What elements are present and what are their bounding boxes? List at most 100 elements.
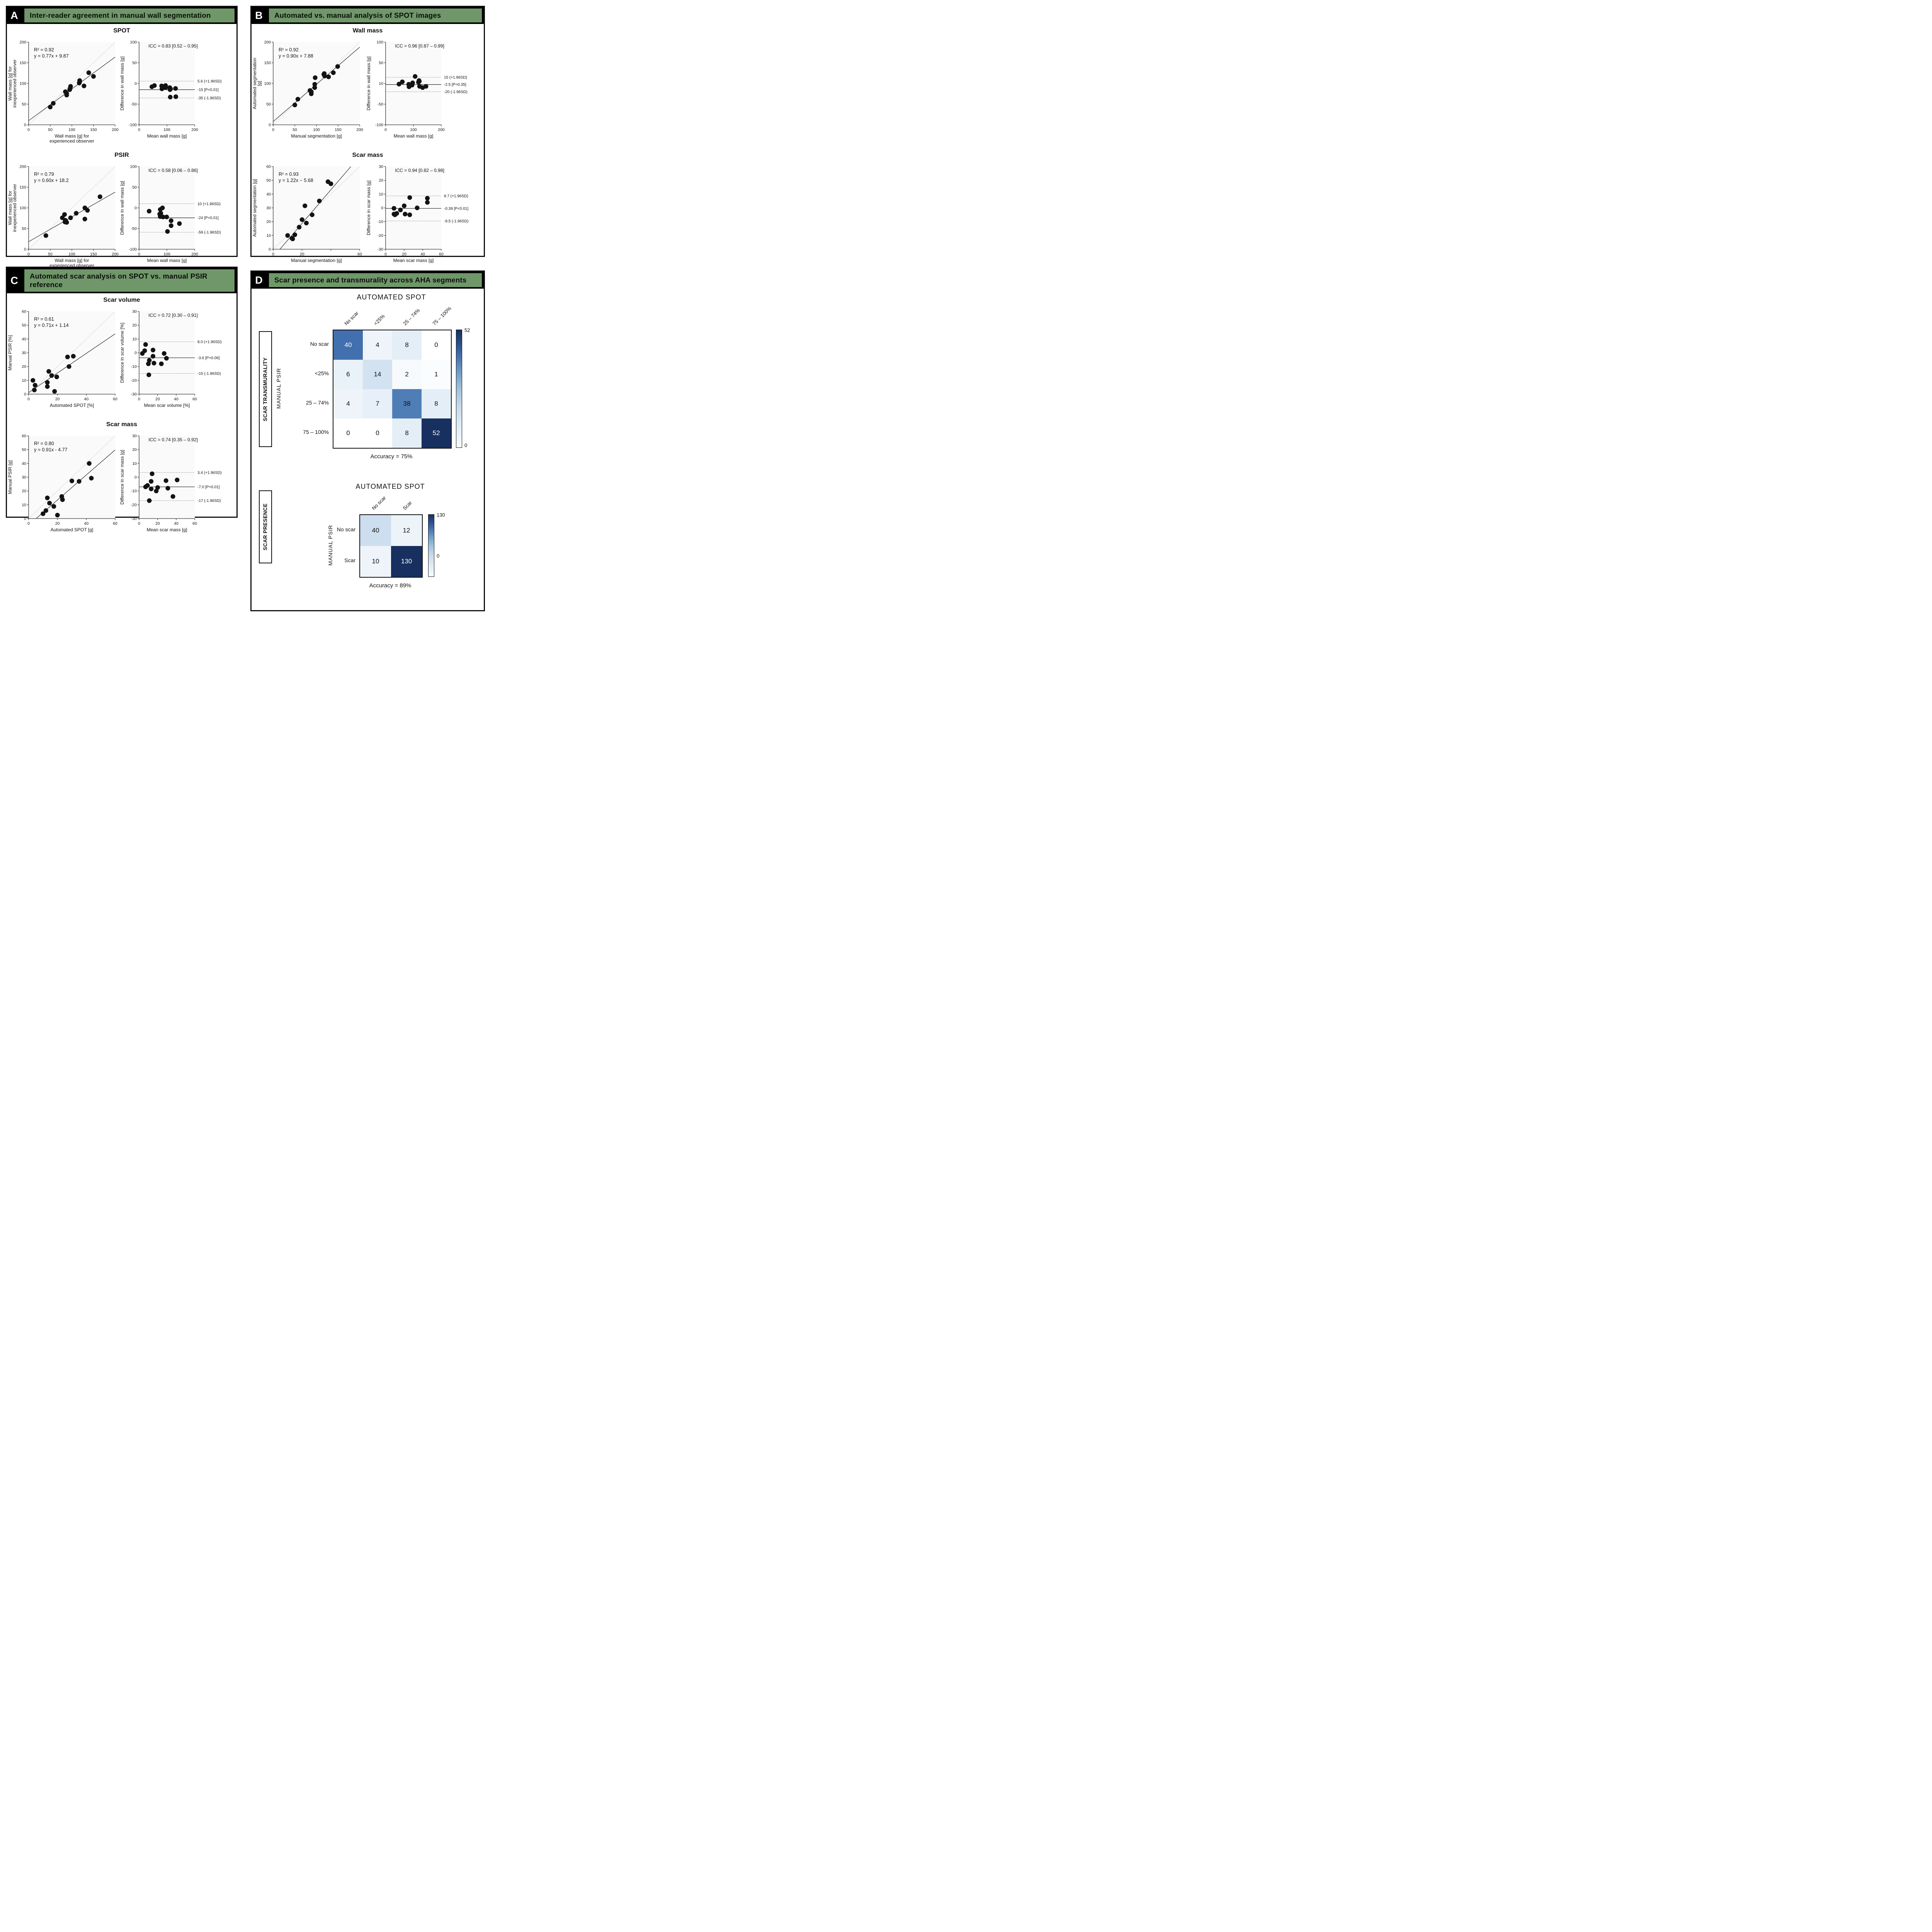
svg-text:-15 (-1.96SD): -15 (-1.96SD) bbox=[197, 372, 221, 376]
svg-text:Wall mass [g] for: Wall mass [g] for bbox=[8, 66, 13, 101]
svg-text:150: 150 bbox=[19, 185, 26, 190]
panel-c-row-scar-mass: Scar mass 0 20 40 60 0 10 20 30 40 50 60 Automated … bbox=[7, 421, 236, 542]
svg-text:60: 60 bbox=[192, 397, 197, 401]
svg-text:R² = 0.93: R² = 0.93 bbox=[279, 172, 299, 177]
matrix-cell: 52 bbox=[422, 418, 451, 448]
side-label-box: SCAR PRESENCE bbox=[259, 490, 272, 563]
matrix-cell: 2 bbox=[392, 360, 422, 389]
svg-text:Mean scar mass [g]: Mean scar mass [g] bbox=[393, 258, 434, 263]
svg-text:R² = 0.80: R² = 0.80 bbox=[34, 441, 54, 446]
svg-text:y = 0.60x + 18.2: y = 0.60x + 18.2 bbox=[34, 178, 69, 183]
svg-text:20: 20 bbox=[266, 219, 271, 224]
svg-text:100: 100 bbox=[376, 40, 383, 45]
svg-text:0: 0 bbox=[381, 206, 383, 211]
row-title: PSIR bbox=[114, 152, 129, 158]
matrix-cell: 130 bbox=[391, 546, 422, 577]
svg-text:ICC = 0.58 [0.06 – 0.86]: ICC = 0.58 [0.06 – 0.86] bbox=[148, 168, 198, 173]
svg-text:y = 0.77x + 9.87: y = 0.77x + 9.87 bbox=[34, 53, 69, 59]
svg-text:10: 10 bbox=[379, 192, 383, 197]
svg-text:-15 [P<0.01]: -15 [P<0.01] bbox=[197, 88, 219, 92]
svg-text:20: 20 bbox=[55, 397, 60, 401]
svg-text:40: 40 bbox=[420, 252, 425, 257]
svg-text:Automated segmentation: Automated segmentation bbox=[252, 58, 257, 109]
svg-text:200: 200 bbox=[191, 252, 198, 257]
svg-text:60: 60 bbox=[192, 521, 197, 526]
svg-text:100: 100 bbox=[410, 128, 417, 132]
svg-text:50: 50 bbox=[22, 323, 26, 328]
svg-text:20: 20 bbox=[155, 397, 160, 401]
svg-text:200: 200 bbox=[112, 128, 119, 132]
svg-text:30: 30 bbox=[22, 351, 26, 355]
svg-text:R² = 0.61: R² = 0.61 bbox=[34, 316, 54, 322]
row-label: 25 – 74% bbox=[306, 400, 329, 406]
col-label: 25 – 74% bbox=[402, 307, 421, 327]
col-label: <25% bbox=[372, 313, 386, 327]
svg-text:[g]: [g] bbox=[257, 81, 262, 86]
svg-text:y = 0.91x - 4.77: y = 0.91x - 4.77 bbox=[34, 447, 68, 452]
panel-a-header: A Inter-reader agreement in manual wall … bbox=[7, 7, 236, 24]
row-label: 75 – 100% bbox=[303, 429, 329, 435]
svg-text:Difference in wall mass [g]: Difference in wall mass [g] bbox=[120, 56, 125, 111]
svg-text:20: 20 bbox=[55, 521, 60, 526]
svg-text:0: 0 bbox=[27, 252, 30, 257]
svg-text:8.7 (+1.96SD): 8.7 (+1.96SD) bbox=[444, 194, 468, 198]
svg-text:Difference in scar volume [%]: Difference in scar volume [%] bbox=[120, 323, 125, 383]
panel-c-letter: C bbox=[10, 274, 18, 286]
svg-text:Manual PSIR [%]: Manual PSIR [%] bbox=[8, 335, 13, 370]
svg-text:0: 0 bbox=[384, 128, 387, 132]
bland-altman-plot-psir-interreader: 10 (+1.96SD) -24 [P<0.01] -59 (-1.96SD) 0 10… bbox=[119, 159, 236, 273]
figure-page: A Inter-reader agreement in manual wall … bbox=[0, 0, 491, 611]
panel-a-letter: A bbox=[10, 9, 18, 21]
svg-text:-20: -20 bbox=[131, 378, 137, 383]
svg-text:-59 (-1.96SD): -59 (-1.96SD) bbox=[197, 231, 221, 235]
svg-text:0: 0 bbox=[27, 128, 30, 132]
panel-a: A Inter-reader agreement in manual wall … bbox=[6, 6, 238, 268]
matrix-cell: 6 bbox=[333, 360, 363, 389]
svg-text:0: 0 bbox=[27, 397, 30, 401]
matrix-cell: 12 bbox=[391, 515, 422, 546]
svg-text:0: 0 bbox=[138, 397, 140, 401]
panel-d-title: Scar presence and transmurality across A… bbox=[269, 273, 482, 287]
panel-b-letter: B bbox=[255, 9, 263, 21]
panel-b: B Automated vs. manual analysis of SPOT … bbox=[250, 6, 485, 263]
svg-text:50: 50 bbox=[48, 252, 53, 257]
svg-text:-30: -30 bbox=[131, 392, 137, 397]
svg-text:50: 50 bbox=[22, 226, 26, 231]
svg-text:0: 0 bbox=[384, 252, 387, 257]
svg-text:150: 150 bbox=[264, 61, 271, 65]
row-axis-title: MANUAL PSIR bbox=[276, 368, 282, 409]
matrix-cell: 4 bbox=[363, 330, 392, 360]
colorbar-min-label: 0 bbox=[464, 442, 468, 448]
matrix-grid: 40 4 8 0 6 14 2 1 4 7 38 8 0 0 8 52 bbox=[333, 330, 452, 449]
svg-text:ICC = 0.94 [0.82 – 0.98]: ICC = 0.94 [0.82 – 0.98] bbox=[395, 168, 444, 173]
svg-text:50: 50 bbox=[22, 102, 26, 107]
svg-text:-10: -10 bbox=[131, 364, 137, 369]
svg-text:Wall mass [g] for: Wall mass [g] for bbox=[8, 191, 13, 225]
svg-text:100: 100 bbox=[130, 165, 137, 169]
svg-text:R² = 0.92: R² = 0.92 bbox=[279, 47, 299, 53]
svg-text:60: 60 bbox=[22, 434, 26, 439]
svg-text:10: 10 bbox=[22, 503, 26, 507]
panel-d: D Scar presence and transmurality across… bbox=[250, 270, 485, 611]
svg-text:R² = 0.79: R² = 0.79 bbox=[34, 172, 54, 177]
panel-d-letter: D bbox=[255, 274, 263, 286]
panel-c-title: Automated scar analysis on SPOT vs. manu… bbox=[24, 269, 235, 292]
svg-text:y = 0.71x + 1.14: y = 0.71x + 1.14 bbox=[34, 323, 69, 328]
svg-text:-0.39 [P<0.01]: -0.39 [P<0.01] bbox=[444, 207, 468, 211]
svg-text:experienced observer: experienced observer bbox=[49, 138, 94, 144]
svg-text:-100: -100 bbox=[375, 123, 383, 128]
svg-text:-100: -100 bbox=[129, 123, 137, 128]
svg-text:60: 60 bbox=[357, 252, 362, 257]
svg-text:40: 40 bbox=[174, 521, 179, 526]
row-axis-title: MANUAL PSIR bbox=[327, 525, 333, 566]
svg-text:Wall mass [g] for: Wall mass [g] for bbox=[55, 133, 89, 139]
col-label: No scar bbox=[371, 495, 387, 511]
row-title: Scar volume bbox=[103, 297, 140, 303]
svg-text:Difference in scar mass [g]: Difference in scar mass [g] bbox=[366, 180, 371, 235]
svg-text:100: 100 bbox=[313, 128, 320, 132]
confusion-matrix-transmurality: AUTOMATED SPOT No scar <25% 25 – 74% 75 – 10… bbox=[255, 291, 480, 466]
svg-text:10: 10 bbox=[379, 82, 383, 86]
col-label: No scar bbox=[343, 310, 360, 327]
matrix-cell: 0 bbox=[422, 330, 451, 360]
svg-text:30: 30 bbox=[132, 310, 137, 314]
